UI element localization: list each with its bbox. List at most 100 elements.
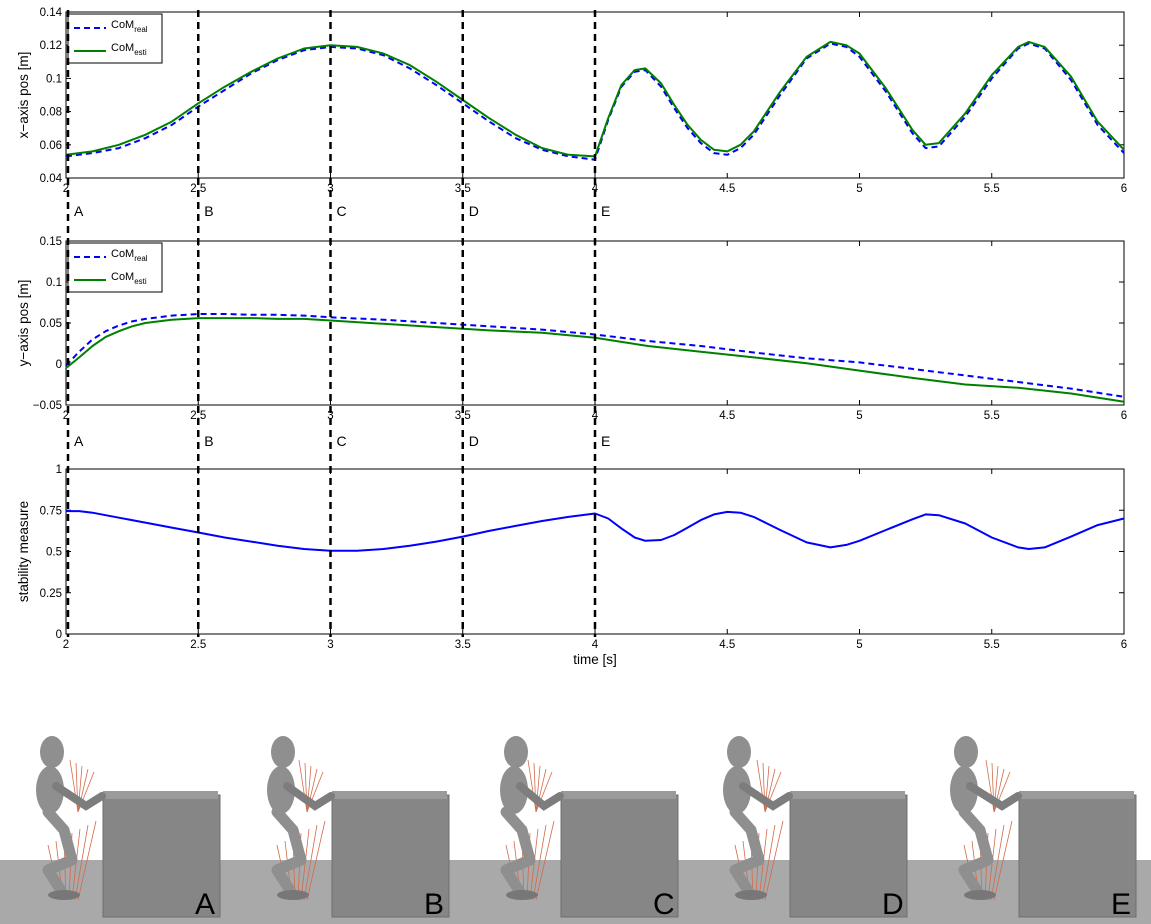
contact-force bbox=[303, 824, 318, 901]
contact-force bbox=[306, 820, 326, 901]
robot-torso bbox=[500, 766, 528, 814]
snapshot-label: E bbox=[1111, 888, 1131, 921]
box bbox=[331, 794, 450, 918]
box-lid bbox=[561, 791, 676, 799]
x-tick-label: 2.5 bbox=[190, 183, 206, 195]
contact-force bbox=[990, 824, 1005, 901]
y-tick-label: −0.05 bbox=[33, 400, 62, 412]
phase-label-B: B bbox=[204, 203, 213, 219]
contact-force bbox=[71, 828, 81, 901]
box bbox=[102, 794, 221, 918]
x-tick-label: 4 bbox=[592, 410, 599, 422]
robot-leg bbox=[271, 806, 307, 898]
contact-force bbox=[77, 820, 97, 901]
phase-label-A: A bbox=[74, 203, 84, 219]
robot-foot bbox=[964, 890, 996, 900]
phase-label-E: E bbox=[601, 203, 610, 219]
box-lid bbox=[790, 791, 905, 799]
x-tick-label: 4.5 bbox=[719, 639, 735, 651]
contact-force bbox=[993, 820, 1013, 901]
x-tick-label: 2.5 bbox=[190, 639, 206, 651]
robot-arm bbox=[52, 782, 106, 811]
series-line-real bbox=[65, 313, 1125, 398]
phase-label-C: C bbox=[337, 433, 347, 449]
robot-arm bbox=[966, 782, 1022, 811]
robot-head bbox=[40, 736, 64, 768]
y-tick-label: 0.05 bbox=[40, 318, 62, 330]
x-tick-label: 4 bbox=[592, 183, 599, 195]
robot-torso bbox=[950, 766, 978, 814]
box-lid bbox=[332, 791, 447, 799]
y-tick-label: 0.08 bbox=[40, 107, 62, 119]
robot-torso bbox=[723, 766, 751, 814]
x-tick-label: 5 bbox=[856, 410, 862, 422]
phase-label-B: B bbox=[204, 433, 213, 449]
x-tick-label: 6 bbox=[1121, 639, 1127, 651]
x-tick-label: 3 bbox=[327, 183, 333, 195]
y-axis-label: stability measure bbox=[16, 501, 31, 602]
contact-force bbox=[987, 828, 997, 901]
y-tick-label: 0 bbox=[56, 629, 62, 641]
x-tick-label: 3 bbox=[327, 410, 333, 422]
snapshot-B: B bbox=[267, 736, 450, 921]
robot-head bbox=[727, 736, 751, 768]
x-tick-label: 3.5 bbox=[455, 639, 471, 651]
contact-force bbox=[758, 828, 768, 901]
robot-torso bbox=[267, 766, 295, 814]
robot-leg bbox=[958, 806, 994, 898]
robot-arm bbox=[283, 782, 335, 811]
y-tick-label: 0.04 bbox=[40, 173, 63, 185]
robot-head bbox=[271, 736, 295, 768]
box-lid bbox=[1019, 791, 1134, 799]
phase-label-A: A bbox=[74, 433, 84, 449]
phase-label-C: C bbox=[337, 203, 347, 219]
snapshot-C: C bbox=[500, 736, 679, 921]
y-tick-label: 0.1 bbox=[46, 73, 62, 85]
y-tick-label: 0.75 bbox=[40, 505, 62, 517]
phase-label-D: D bbox=[469, 433, 479, 449]
robot-leg bbox=[729, 806, 765, 898]
box bbox=[789, 794, 908, 918]
chart-panel-1: 2 2.5 3 3.5 4 4.5 5 5.5 6 0.04 0.06 0.08 0.1 0.12 0.14… bbox=[16, 7, 1127, 195]
box bbox=[1018, 794, 1137, 918]
robot-snapshots: A B C D E bbox=[0, 736, 1151, 924]
robot-leg bbox=[42, 806, 78, 898]
series-line-esti bbox=[65, 317, 1125, 403]
y-axis-label: x−axis pos [m] bbox=[16, 52, 31, 139]
x-tick-label: 2 bbox=[63, 639, 69, 651]
series-line-stability bbox=[66, 510, 1125, 552]
phase-label-D: D bbox=[469, 203, 479, 219]
box-lid bbox=[103, 791, 218, 799]
snapshot-A: A bbox=[36, 736, 221, 921]
snapshot-label: D bbox=[882, 888, 904, 921]
y-axis-label: y−axis pos [m] bbox=[16, 280, 31, 367]
robot-arm bbox=[516, 782, 564, 811]
charts-layer: 2 2.5 3 3.5 4 4.5 5 5.5 60.040.060.080.10.120.14… bbox=[16, 7, 1127, 667]
x-tick-label: 5 bbox=[856, 183, 862, 195]
contact-force bbox=[532, 824, 547, 901]
x-tick-label: 4.5 bbox=[719, 183, 735, 195]
robot-torso bbox=[36, 766, 64, 814]
chart-panel-2: 2 2.5 3 3.5 4 4.5 5 5.5 6 −0.05 0 0.05 0.1 0.15 y−axis… bbox=[16, 236, 1127, 422]
snapshot-D: D bbox=[723, 736, 908, 921]
x-tick-label: 3 bbox=[327, 639, 333, 651]
contact-force bbox=[761, 824, 776, 901]
robot-foot bbox=[48, 890, 80, 900]
robot-leg bbox=[500, 806, 536, 898]
y-tick-label: 0.1 bbox=[46, 277, 62, 289]
robot-foot bbox=[277, 890, 309, 900]
y-tick-label: 0.12 bbox=[40, 40, 62, 52]
legend-box bbox=[67, 13, 163, 64]
y-tick-label: 1 bbox=[56, 464, 62, 476]
robot-head bbox=[954, 736, 978, 768]
snapshot-label: A bbox=[195, 888, 215, 921]
contact-force bbox=[529, 828, 539, 901]
x-tick-label: 5.5 bbox=[984, 639, 1000, 651]
x-axis-label: time [s] bbox=[573, 652, 617, 667]
x-tick-label: 4.5 bbox=[719, 410, 735, 422]
robot-head bbox=[504, 736, 528, 768]
contact-force bbox=[300, 828, 310, 901]
